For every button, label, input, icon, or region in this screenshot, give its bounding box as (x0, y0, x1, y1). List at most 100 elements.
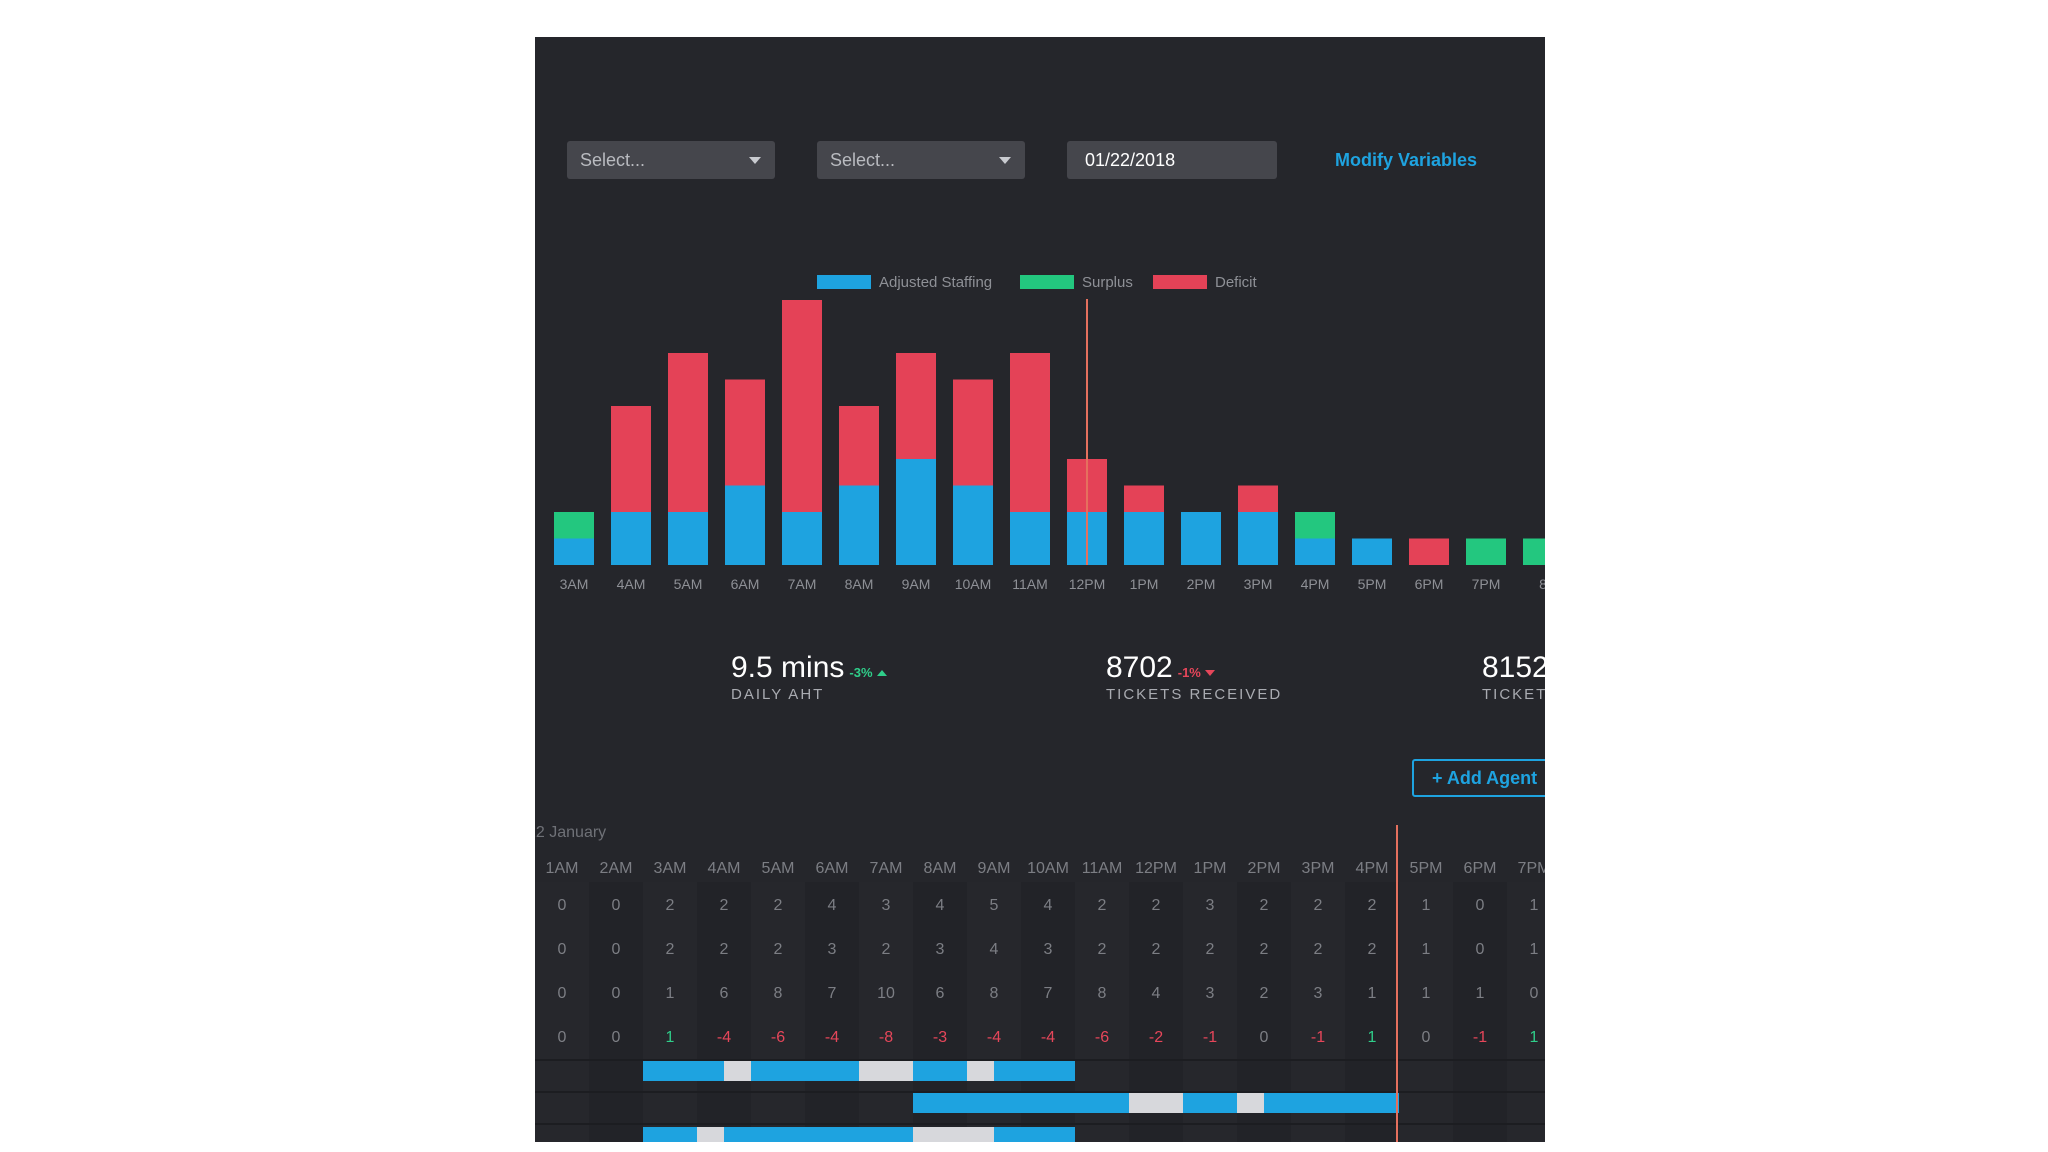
x-tick-label: 3AM (560, 576, 589, 592)
x-tick-label: 2PM (1187, 576, 1216, 592)
grid-cell: -2 (1149, 1029, 1163, 1046)
grid-cell: 3 (1314, 985, 1323, 1002)
grid-hour-label: 6AM (816, 860, 849, 877)
legend-label: Surplus (1082, 274, 1133, 291)
x-tick-label: 12PM (1069, 576, 1106, 592)
grid-cell: 3 (828, 941, 837, 958)
arrow-up-icon (876, 669, 887, 676)
shift-work-segment[interactable] (724, 1127, 913, 1142)
shift-break-segment[interactable] (724, 1061, 751, 1081)
filter-select-1[interactable]: Select... (567, 141, 775, 179)
grid-cell: 3 (1206, 985, 1215, 1002)
grid-cell: 10 (877, 985, 895, 1002)
shift-break-segment[interactable] (967, 1061, 994, 1081)
bar-segment-deficit (782, 300, 822, 512)
grid-column (1399, 882, 1453, 1142)
grid-cell: 7 (1044, 985, 1053, 1002)
bar-segment-deficit (953, 379, 993, 486)
grid-cell: -1 (1311, 1029, 1325, 1046)
grid-cell: -6 (771, 1029, 785, 1046)
grid-cell: 3 (936, 941, 945, 958)
grid-hour-label: 10AM (1027, 860, 1069, 877)
filter-select-2[interactable]: Select... (817, 141, 1025, 179)
grid-cell: 1 (1368, 1029, 1377, 1046)
grid-hour-label: 8AM (924, 860, 957, 877)
kpi-value: 8152 (1482, 651, 1545, 684)
grid-cell: 3 (1206, 897, 1215, 914)
date-field[interactable]: 01/22/2018 (1067, 141, 1277, 179)
x-tick-label: 7PM (1472, 576, 1501, 592)
grid-cell: -1 (1473, 1029, 1487, 1046)
grid-cell: 1 (1422, 985, 1431, 1002)
grid-hour-label: 2PM (1248, 860, 1281, 877)
shift-work-segment[interactable] (643, 1061, 724, 1081)
kpi-delta: -3% (849, 665, 873, 680)
grid-cell: 2 (1152, 897, 1161, 914)
bar-segment-deficit (1409, 538, 1449, 565)
bar-segment-adjusted-staffing (668, 512, 708, 565)
bar-segment-adjusted-staffing (554, 538, 594, 565)
grid-cell: 4 (828, 897, 837, 914)
shift-work-segment[interactable] (751, 1061, 859, 1081)
shift-work-segment[interactable] (913, 1061, 967, 1081)
grid-cell: 2 (1206, 941, 1215, 958)
grid-cell: -4 (987, 1029, 1001, 1046)
grid-hour-label: 4PM (1356, 860, 1389, 877)
grid-cell: 4 (1044, 897, 1053, 914)
shift-break-segment[interactable] (913, 1127, 994, 1142)
bar-segment-deficit (611, 406, 651, 512)
kpi-daily-aht: 9.5 mins -3% DAILY AHT (731, 651, 887, 703)
kpi-value: 8702 (1106, 651, 1173, 684)
bar-segment-surplus (554, 512, 594, 539)
grid-hour-label: 2AM (600, 860, 633, 877)
grid-column (1507, 882, 1545, 1142)
modify-variables-link[interactable]: Modify Variables (1335, 150, 1478, 170)
arrow-down-icon (1204, 669, 1215, 676)
x-tick-label: 11AM (1012, 576, 1048, 592)
grid-cell: 3 (1044, 941, 1053, 958)
grid-cell: 3 (882, 897, 891, 914)
shift-work-segment[interactable] (994, 1061, 1075, 1081)
grid-cell: 1 (666, 985, 675, 1002)
bar-segment-adjusted-staffing (1181, 512, 1221, 565)
grid-cell: 2 (720, 941, 729, 958)
grid-column (589, 882, 643, 1142)
x-tick-label: 8 (1539, 576, 1545, 592)
grid-cell: 2 (774, 897, 783, 914)
shift-work-segment[interactable] (1264, 1093, 1399, 1113)
grid-date-label: 22 January (535, 824, 607, 841)
grid-cell: 2 (1314, 897, 1323, 914)
shift-work-segment[interactable] (643, 1127, 697, 1142)
bar-segment-deficit (1238, 485, 1278, 512)
grid-cell: 0 (558, 985, 567, 1002)
grid-hour-label: 3PM (1302, 860, 1335, 877)
kpi-label: DAILY AHT (731, 686, 825, 703)
shift-break-segment[interactable] (1237, 1093, 1264, 1113)
kpi-value: 9.5 mins (731, 651, 845, 684)
shift-break-segment[interactable] (859, 1061, 913, 1081)
grid-cell: -4 (717, 1029, 731, 1046)
kpi-delta: -1% (1177, 665, 1201, 680)
shift-break-segment[interactable] (1129, 1093, 1183, 1113)
grid-column (751, 882, 805, 1142)
kpi-tickets-resolved: 8152 TICKETS RESOLVED (1482, 651, 1545, 703)
grid-cell: 2 (1314, 941, 1323, 958)
shift-work-segment[interactable] (994, 1127, 1075, 1142)
grid-cell: 0 (612, 897, 621, 914)
shift-work-segment[interactable] (1183, 1093, 1237, 1113)
grid-cell: 0 (612, 985, 621, 1002)
grid-cell: 4 (936, 897, 945, 914)
grid-cell: 6 (720, 985, 729, 1002)
bar-segment-adjusted-staffing (1352, 538, 1392, 565)
grid-cell: -1 (1203, 1029, 1217, 1046)
grid-cell: 1 (1530, 897, 1539, 914)
shift-break-segment[interactable] (697, 1127, 724, 1142)
shift-work-segment[interactable] (913, 1093, 1129, 1113)
kpi-label: TICKETS RESOLVED (1482, 686, 1545, 703)
kpi-label: TICKETS RECEIVED (1106, 686, 1283, 703)
add-agent-button[interactable]: + Add Agent (1412, 759, 1545, 797)
grid-column (535, 882, 589, 1142)
staffing-chart: Adjusted StaffingSurplusDeficitM3AM4AM5A… (554, 274, 1545, 592)
filter-select-2-value: Select... (830, 150, 896, 170)
x-tick-label: 4PM (1301, 576, 1330, 592)
